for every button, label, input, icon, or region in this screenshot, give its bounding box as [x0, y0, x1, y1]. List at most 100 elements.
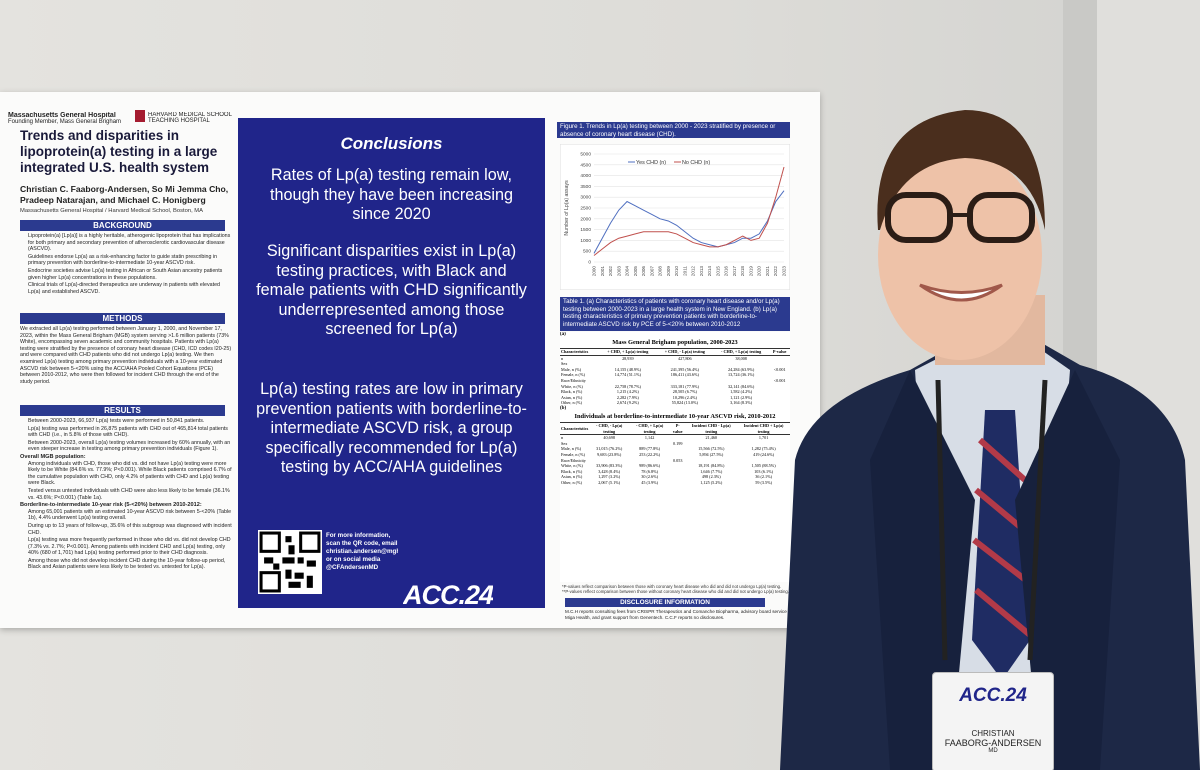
face	[878, 150, 1042, 360]
logo-text: Massachusetts General Hospital	[8, 112, 116, 119]
row: Black, n (%) 1,215 (4.2%) 28,505 (6.7%) 1,5…	[560, 389, 790, 395]
cell: 59 (3.5%)	[755, 479, 772, 485]
y-tick-label: 4000	[580, 173, 591, 179]
row-label: Race/Ethnicity	[561, 457, 586, 463]
cell: 15,566 (72.5%)	[698, 446, 725, 452]
cell: 78 (6.8%)	[641, 468, 658, 474]
cell: 1,701	[758, 435, 769, 441]
row-label: Other, n (%)	[561, 479, 582, 485]
lanyard	[935, 379, 948, 661]
cell: 9,683 (23.8%)	[597, 451, 622, 457]
cell: 1,125 (5.2%)	[700, 479, 723, 485]
column-header: + CHD, + Lp(a) testing	[599, 348, 657, 356]
x-tick-label: 2018	[740, 266, 745, 277]
cell: 0.199	[672, 440, 683, 446]
x-tick-label: 2006	[641, 266, 646, 277]
row-label: Black, n (%)	[561, 468, 583, 474]
disclosure-heading: DISCLOSURE INFORMATION	[565, 598, 765, 607]
conclusion: Lp(a) testing rates are low in primary p…	[256, 380, 527, 476]
row: White, n (%) 33,906 (83.3%) 989 (86.6%) 18,…	[560, 463, 790, 469]
row-label: n	[561, 435, 564, 441]
x-tick-label: 2010	[674, 266, 679, 277]
qr-finder	[259, 571, 281, 593]
cell: 13,724 (36.1%)	[728, 372, 755, 378]
row-label: Asian, n (%)	[561, 474, 583, 480]
methods-text: We extracted all Lp(a) testing performed…	[20, 326, 232, 385]
cell: 28,505 (6.7%)	[672, 389, 697, 395]
row-label: Black, n (%)	[561, 389, 583, 395]
x-tick-label: 2017	[732, 266, 737, 277]
bullet: Among 65,001 patients with an estimated …	[28, 509, 232, 522]
cell: 1,121 (2.9%)	[730, 394, 753, 400]
cell: 1,582 (4.2%)	[730, 389, 753, 395]
cell: 2,282 (7.9%)	[616, 394, 639, 400]
x-tick-label: 2012	[691, 266, 696, 277]
lapel	[870, 370, 975, 770]
cell: 241,395 (56.4%)	[670, 366, 699, 372]
row-label: Male, n (%)	[561, 366, 582, 372]
row: Asian, n (%) 1,297 (3.2%) 30 (2.6%) 498 (2.…	[560, 474, 790, 480]
logo-harvard: HARVARD MEDICAL SCHOOL TEACHING HOSPITAL	[148, 112, 238, 124]
row-label: White, n (%)	[561, 463, 583, 469]
badge: ACC.24 CHRISTIAN FAABORG-ANDERSEN MD	[932, 672, 1054, 770]
table-part-title: Mass General Brigham population, 2000-20…	[612, 339, 738, 346]
x-tick-label: 2023	[782, 266, 787, 277]
cell: 14,155 (48.9%)	[614, 366, 641, 372]
cell: 2,067 (5.1%)	[598, 479, 621, 485]
y-tick-label: 3500	[580, 184, 591, 190]
x-tick-label: 2014	[707, 266, 712, 277]
cell: 33,906 (83.3%)	[596, 463, 623, 469]
legend-label: Yes CHD (n)	[636, 160, 666, 166]
x-tick-label: 2021	[765, 266, 770, 277]
cell: 21,460	[705, 435, 718, 441]
row: Male, n (%) 31,015 (76.2%) 889 (77.8%) 15,5…	[560, 446, 790, 452]
bullet-list: Lipoprotein(a) [Lp(a)] is a highly herit…	[20, 233, 232, 295]
qr-modules	[264, 536, 316, 588]
lanyard	[1027, 379, 1048, 661]
cell: 253 (22.2%)	[639, 451, 661, 457]
conclusion: Significant disparities exist in Lp(a) t…	[256, 242, 527, 338]
row: Asian, n (%) 2,282 (7.9%) 10,296 (2.4%) 1,1…	[560, 395, 790, 401]
x-tick-label: 2002	[608, 266, 613, 277]
hair	[877, 110, 1045, 230]
y-tick-label: 3000	[580, 195, 591, 201]
section-heading: BACKGROUND	[20, 220, 225, 231]
table-part-title: Individuals at borderline-to-intermediat…	[574, 412, 776, 420]
badge-last-name: FAABORG-ANDERSEN	[944, 738, 1042, 748]
row-label: Sex	[561, 361, 568, 367]
badge-degree: MD	[988, 748, 998, 754]
cell: 1,297 (3.2%)	[598, 474, 621, 480]
logo-text: HARVARD MEDICAL SCHOOL	[148, 112, 232, 118]
column-header: - CHD, + Lp(a) testing	[712, 348, 770, 356]
chart-bg	[560, 144, 790, 290]
row-label: Other, n (%)	[561, 400, 582, 406]
cell: 419 (24.6%)	[753, 451, 775, 457]
footnote: **P-values reflect comparison between th…	[562, 589, 789, 595]
person	[780, 110, 1200, 770]
cell: 38,008	[735, 355, 747, 361]
results-list: Between 2000-2023, 66,937 Lp(a) tests we…	[20, 418, 232, 622]
qr-code	[258, 530, 322, 594]
cell: 30 (2.6%)	[641, 474, 658, 480]
subheading: Borderline-to-intermediate 10-year risk …	[20, 502, 202, 509]
bullet-list: Among individuals with CHD, those who di…	[20, 461, 232, 502]
cell: 889 (77.8%)	[639, 446, 661, 452]
row: Female, n (%) 14,774 (51.1%) 186,411 (43.6…	[560, 372, 790, 378]
y-tick-label: 1500	[580, 227, 591, 233]
y-axis-label: Number of Lp(a) assays	[564, 180, 570, 236]
row: Other, n (%) 2,067 (5.1%) 45 (3.9%) 1,125 (…	[560, 480, 790, 486]
bullet: Clinical trials of Lp(a)-directed therap…	[28, 282, 232, 295]
row-label: Male, n (%)	[561, 446, 582, 452]
column-header: P-value	[670, 421, 686, 436]
cell: 0.053	[672, 457, 683, 463]
bullet: Between 2000-2023, overall Lp(a) testing…	[28, 440, 232, 453]
logo-text: Founding Member, Mass General Brigham	[8, 119, 122, 125]
column-header: Incident CHD - Lp(a) testing	[685, 421, 738, 436]
section-heading: RESULTS	[20, 405, 225, 416]
contact: For more information, scan the QR code, …	[326, 532, 398, 571]
row-label: Asian, n (%)	[561, 394, 583, 400]
x-tick-label: 2019	[748, 266, 753, 277]
row: n 28,939 427,806 38,008	[560, 355, 790, 361]
row: Race/Ethnicity <0.001	[560, 378, 790, 384]
legend-label: No CHD (n)	[682, 160, 710, 166]
